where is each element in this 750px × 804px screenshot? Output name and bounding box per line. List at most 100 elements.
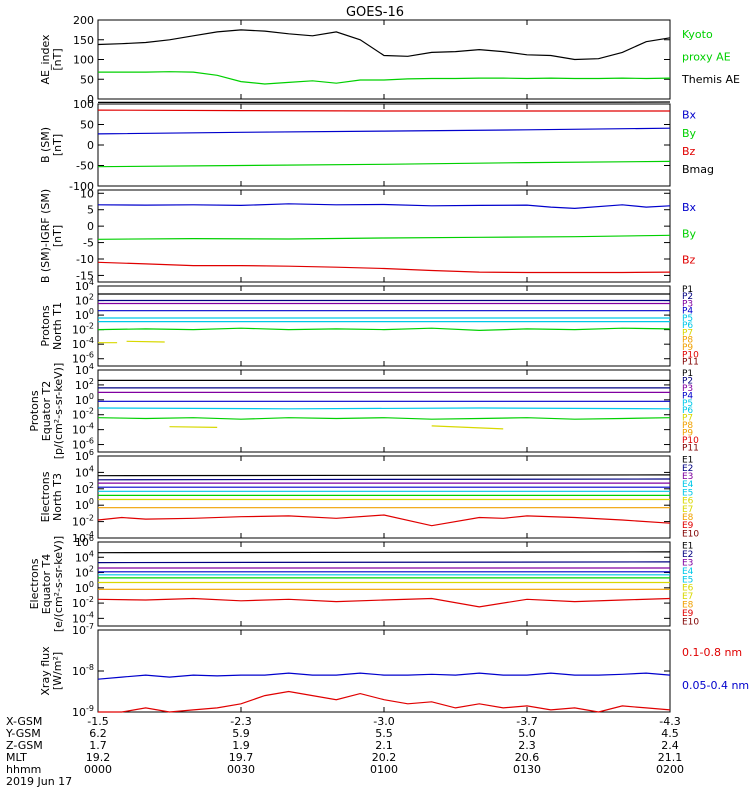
y-tick-label: -10 bbox=[76, 253, 94, 266]
y-tick-label: 104 bbox=[75, 464, 94, 479]
footer-value: 0100 bbox=[370, 763, 398, 776]
footer-value: 0200 bbox=[656, 763, 684, 776]
y-tick-label: 106 bbox=[75, 448, 94, 463]
legend-entry: E10 bbox=[682, 529, 699, 539]
y-axis-label: B (SM)[nT] bbox=[39, 127, 64, 163]
y-tick-label: 100 bbox=[73, 54, 94, 67]
y-tick-label: 0 bbox=[87, 139, 94, 152]
series-p8 bbox=[127, 341, 165, 342]
y-tick-label: 10-4 bbox=[72, 336, 94, 351]
legend-entry: E10 bbox=[682, 617, 699, 627]
series-by bbox=[98, 235, 670, 239]
legend-entry: Bx bbox=[682, 201, 697, 214]
series-bz bbox=[98, 110, 670, 111]
series-p6 bbox=[98, 418, 670, 420]
series-themis-ae bbox=[98, 30, 670, 60]
series-bx bbox=[98, 128, 670, 134]
panel-frame bbox=[98, 542, 670, 626]
series-kyoto-proxy-ae bbox=[98, 72, 670, 84]
legend-entry: Themis AE bbox=[681, 73, 740, 86]
y-tick-label: 106 bbox=[75, 534, 94, 549]
y-tick-label: 10-2 bbox=[72, 407, 94, 422]
panel-frame bbox=[98, 104, 670, 186]
legend-entry: By bbox=[682, 127, 697, 140]
y-tick-label: 104 bbox=[75, 278, 94, 293]
legend-entry: 0.1-0.8 nm bbox=[682, 646, 742, 659]
y-axis-label: ElectronsNorth T3 bbox=[39, 471, 64, 522]
legend-entry: Kyoto bbox=[682, 28, 713, 41]
footer-value: 0030 bbox=[227, 763, 255, 776]
series-bx bbox=[98, 204, 670, 209]
y-tick-label: 10-2 bbox=[72, 514, 94, 529]
y-tick-label: 100 bbox=[75, 497, 94, 512]
y-axis-label: ProtonsNorth T1 bbox=[39, 302, 64, 350]
y-axis-label: ProtonsEquator T2[p/(cm²-s-sr-keV)] bbox=[28, 363, 65, 460]
y-tick-label: 50 bbox=[80, 119, 94, 132]
y-axis-label: ElectronsEquator T4[e/(cm²-s-sr-keV)] bbox=[28, 536, 65, 632]
y-tick-label: 100 bbox=[73, 98, 94, 111]
series-e1 bbox=[98, 552, 670, 553]
y-tick-label: 10-2 bbox=[72, 322, 94, 337]
y-tick-label: 102 bbox=[75, 565, 94, 580]
y-axis-label: Xray flux[W/m²] bbox=[39, 646, 64, 696]
legend-entry: Bz bbox=[682, 254, 696, 267]
y-tick-label: 50 bbox=[80, 73, 94, 86]
y-tick-label: 10-4 bbox=[72, 422, 94, 437]
y-tick-label: 104 bbox=[75, 362, 94, 377]
y-tick-label: 102 bbox=[75, 481, 94, 496]
series-e1 bbox=[98, 475, 670, 476]
y-tick-label: 102 bbox=[75, 293, 94, 308]
y-tick-label: 0 bbox=[87, 220, 94, 233]
legend-entry: P11 bbox=[682, 358, 699, 368]
legend-entry: Bz bbox=[682, 145, 696, 158]
footer-value: 0130 bbox=[513, 763, 541, 776]
y-axis-label: B (SM)-IGRF (SM)[nT] bbox=[39, 189, 64, 283]
y-tick-label: 10-7 bbox=[72, 622, 94, 637]
series-p8 bbox=[432, 426, 504, 429]
panel-frame bbox=[98, 456, 670, 538]
legend-entry: Bx bbox=[682, 109, 697, 122]
series-e2 bbox=[98, 479, 670, 480]
y-tick-label: 150 bbox=[73, 34, 94, 47]
series-p5 bbox=[98, 408, 670, 409]
panel-frame bbox=[98, 286, 670, 366]
y-tick-label: 100 bbox=[75, 392, 94, 407]
y-tick-label: 104 bbox=[75, 549, 94, 564]
y-tick-label: 102 bbox=[75, 377, 94, 392]
y-tick-label: -50 bbox=[76, 160, 94, 173]
series-e9 bbox=[98, 515, 670, 526]
legend-entry: By bbox=[682, 227, 697, 240]
footer-row-label: 2019 Jun 17 bbox=[6, 775, 72, 788]
y-axis-label: AE_index[nT] bbox=[39, 34, 64, 85]
y-tick-label: 100 bbox=[75, 580, 94, 595]
chart-title: GOES-16 bbox=[346, 5, 404, 20]
series-by bbox=[98, 161, 670, 166]
y-tick-label: 200 bbox=[73, 14, 94, 27]
y-tick-label: -5 bbox=[83, 237, 94, 250]
footer-value: 0000 bbox=[84, 763, 112, 776]
y-tick-label: 10-2 bbox=[72, 595, 94, 610]
legend-entry: 0.05-0.4 nm bbox=[682, 679, 749, 692]
series-bz bbox=[98, 262, 670, 272]
series-e2 bbox=[98, 562, 670, 563]
legend-entry: Bmag bbox=[682, 163, 714, 176]
y-tick-label: 10 bbox=[80, 187, 94, 200]
legend-entry: proxy AE bbox=[682, 51, 731, 64]
y-tick-label: 100 bbox=[75, 307, 94, 322]
series-0-05-0-4-nm bbox=[98, 673, 670, 679]
panel-frame bbox=[98, 370, 670, 452]
legend-entry: P11 bbox=[682, 444, 699, 454]
y-tick-label: 5 bbox=[87, 204, 94, 217]
series-p7 bbox=[170, 427, 218, 428]
series-e9 bbox=[98, 599, 670, 607]
y-tick-label: 10-8 bbox=[72, 663, 94, 678]
